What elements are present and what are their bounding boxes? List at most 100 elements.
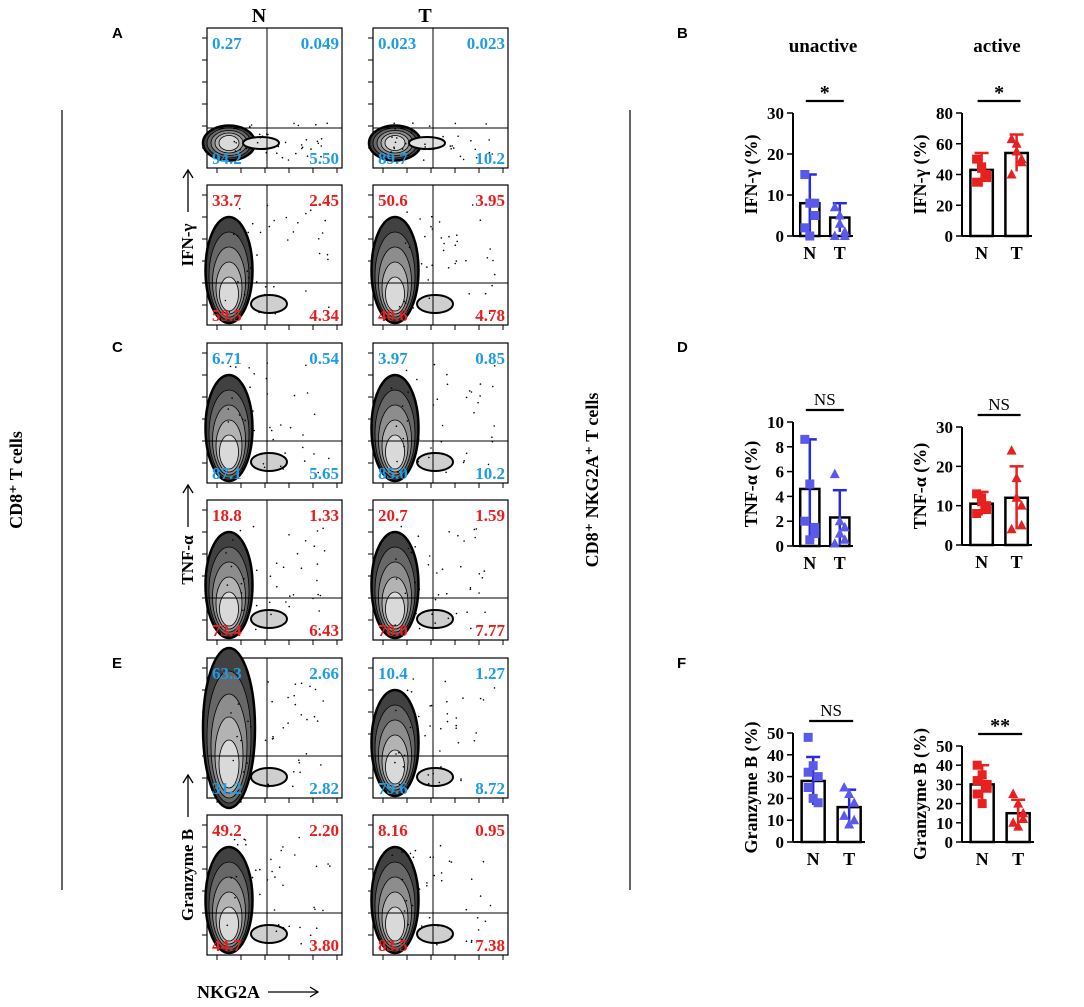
scatter-dot [230, 877, 232, 879]
y-tick-label: 0 [776, 537, 785, 556]
data-point-triangle [1018, 813, 1029, 823]
quadrant-value-lr: 8.72 [475, 779, 505, 798]
data-point-square [977, 493, 987, 503]
y-tick-label: 10 [767, 186, 784, 205]
scatter-dot [273, 285, 275, 288]
y-tick-label: 0 [945, 227, 954, 246]
panel-letter-e: E [112, 655, 122, 672]
scatter-dot [317, 593, 319, 596]
scatter-dot [279, 465, 282, 468]
data-point-triangle [1006, 133, 1017, 144]
y-tick-label: 20 [936, 795, 953, 814]
scatter-dot [395, 558, 397, 560]
x-tick-label: T [834, 243, 846, 263]
scatter-dot [398, 783, 401, 786]
scatter-dot [239, 148, 241, 151]
scatter-dot [292, 785, 294, 788]
scatter-dot [459, 155, 462, 158]
quadrant-value-lr: 7.77 [475, 621, 505, 640]
scatter-dot [302, 446, 304, 449]
scatter-dot [462, 158, 465, 161]
density-contour [385, 434, 405, 470]
density-contour [385, 276, 405, 312]
scatter-dot [440, 727, 442, 730]
y-axis-label: TNF-α (%) [910, 443, 931, 530]
data-point-square [800, 223, 810, 233]
panel-letter-c: C [112, 339, 123, 356]
scatter-dot [418, 715, 420, 718]
scatter-dot [275, 562, 278, 564]
row-label-cd8: CD8⁺ T cells [6, 431, 26, 529]
scatter-dot [289, 426, 292, 429]
quadrant-value-ul: 20.7 [378, 506, 408, 525]
scatter-dot [248, 367, 250, 369]
scatter-dot [268, 225, 271, 228]
scatter-dot [315, 865, 318, 868]
data-point-triangle [1008, 817, 1019, 827]
scatter-dot [267, 785, 269, 788]
y-axis-label: IFN-γ (%) [910, 135, 931, 215]
scatter-dot [473, 740, 476, 742]
scatter-dot [315, 927, 318, 929]
scatter-dot [328, 457, 330, 460]
scatter-dot [238, 208, 241, 210]
scatter-dot [288, 534, 290, 536]
scatter-dot [309, 209, 312, 211]
scatter-dot [303, 460, 306, 462]
scatter-dot [315, 123, 317, 126]
scatter-dot [493, 273, 496, 276]
scatter-dot [479, 395, 481, 397]
scatter-dot [394, 141, 397, 144]
quadrant-value-lr: 6.43 [309, 621, 339, 640]
scatter-dot [457, 534, 459, 537]
scatter-dot [455, 260, 458, 262]
scatter-dot [270, 858, 272, 861]
scatter-dot [235, 875, 238, 878]
scatter-dot [427, 279, 430, 281]
scatter-dot [274, 876, 276, 878]
flow-plot-c-n-unactive: 6.71 0.54 87.1 5.65 [202, 342, 343, 488]
scatter-dot [469, 586, 472, 589]
scatter-dot [250, 604, 253, 606]
scatter-dot [446, 720, 449, 723]
scatter-dot [306, 155, 309, 157]
quadrant-value-ul: 6.71 [212, 349, 242, 368]
y-tick-label: 0 [776, 833, 785, 852]
scatter-dot [250, 124, 253, 126]
scatter-dot [439, 750, 441, 752]
y-tick-label: 10 [767, 413, 784, 432]
scatter-dot [293, 122, 295, 125]
scatter-dot [431, 613, 433, 615]
scatter-dot [405, 369, 408, 372]
data-point-square [813, 798, 823, 808]
scatter-dot [393, 146, 395, 148]
scatter-dot [405, 899, 408, 902]
scatter-dot [465, 396, 468, 399]
scatter-dot [481, 577, 484, 579]
scatter-dot [420, 925, 423, 927]
scatter-dot [418, 888, 421, 890]
scatter-dot [438, 781, 441, 784]
scatter-dot [466, 611, 468, 613]
data-point-triangle [834, 218, 845, 228]
scatter-dot [492, 385, 494, 388]
data-point-triangle [839, 810, 850, 820]
scatter-dot [491, 284, 493, 287]
scatter-dot [391, 854, 394, 856]
scatter-dot [301, 147, 303, 150]
scatter-dot [393, 122, 396, 125]
flow-plot-a-n-active: 33.7 2.45 59.5 4.34 IFN-γ [178, 168, 343, 330]
data-point-triangle [1016, 519, 1027, 530]
scatter-dot [462, 697, 464, 699]
quadrant-value-ll: 79.6 [378, 779, 408, 798]
y-tick-label: 0 [945, 833, 954, 852]
scatter-dot [324, 834, 327, 837]
density-contour [219, 434, 239, 470]
scatter-dot [274, 312, 277, 315]
scatter-dot [327, 863, 329, 865]
quadrant-value-ur: 0.023 [467, 34, 505, 53]
scatter-dot [269, 426, 271, 429]
x-tick-label: T [1011, 243, 1023, 263]
scatter-dot [434, 598, 437, 601]
density-contour [250, 767, 288, 787]
